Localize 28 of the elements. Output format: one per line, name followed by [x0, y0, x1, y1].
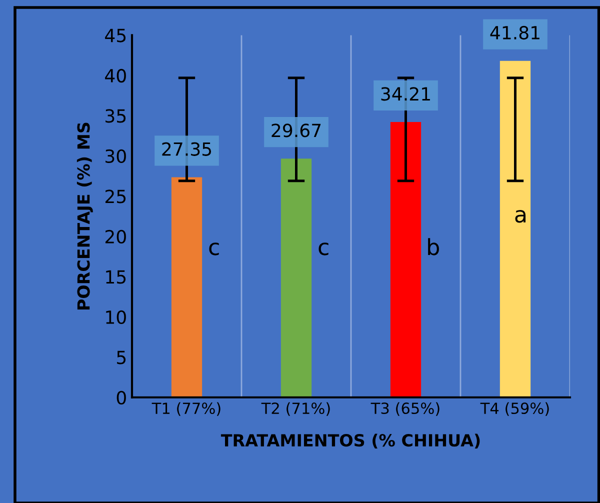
bar	[500, 60, 531, 398]
data-label: 41.81	[490, 26, 540, 40]
data-label: 29.67	[272, 124, 321, 138]
y-tick-label: 15	[106, 270, 126, 284]
x-tick-label: T2 (71%)	[261, 402, 330, 416]
data-label: 34.21	[381, 87, 430, 101]
x-tick-label: T3 (65%)	[370, 402, 440, 416]
y-tick-label: 40	[105, 68, 126, 83]
y-tick-label: 10	[106, 310, 126, 324]
y-tick-label: 30	[106, 149, 126, 164]
y-tick-label: 0	[116, 390, 126, 404]
y-tick-label: 5	[117, 350, 126, 364]
bar	[171, 177, 202, 398]
y-tick-label: 45	[105, 28, 126, 42]
y-tick-label: 20	[105, 230, 126, 244]
annotation: c	[209, 242, 219, 256]
x-axis-title: TRATAMIENTOS (% CHIHUA)	[220, 434, 480, 449]
y-axis-title: PORCENTAJE (%) MS	[76, 122, 93, 310]
annotation: a	[515, 210, 526, 223]
bar	[390, 122, 422, 398]
y-tick-label: 25	[105, 190, 126, 204]
bar	[280, 158, 312, 398]
x-tick-label: T4 (59%)	[480, 402, 549, 416]
annotation: c	[318, 242, 328, 256]
data-label: 27.35	[162, 142, 212, 156]
annotation: b	[428, 238, 439, 256]
x-tick-label: T1 (77%)	[152, 402, 220, 416]
y-tick-label: 35	[106, 109, 126, 123]
